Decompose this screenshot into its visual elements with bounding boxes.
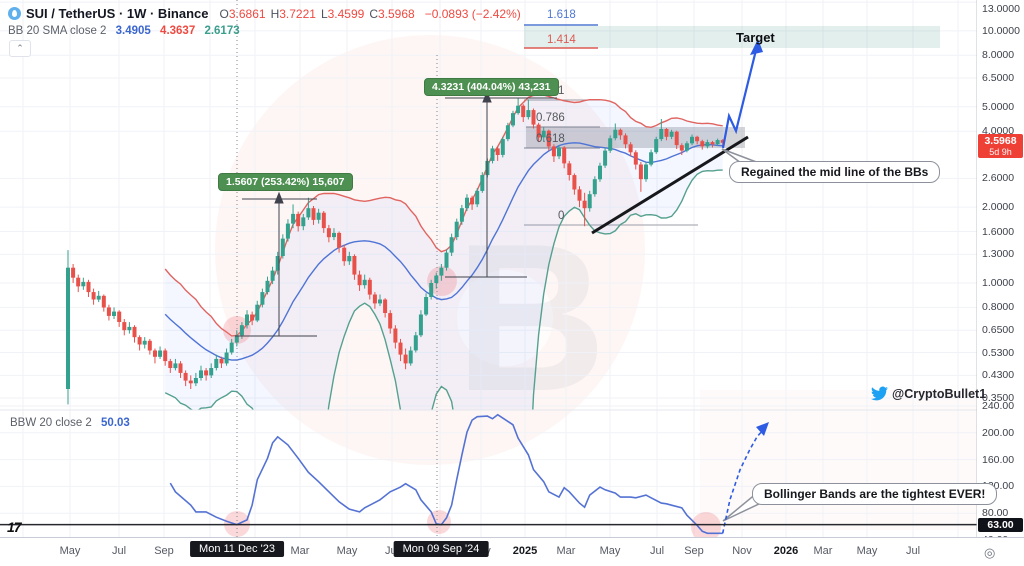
trendline[interactable] <box>591 135 749 235</box>
callout-tightest-ever[interactable]: Bollinger Bands are the tightest EVER! <box>752 483 998 505</box>
ohlc-values: O3.6861 H3.7221 L3.4599 C3.5968 <box>219 6 415 21</box>
fib-1414-label[interactable]: 1.414 <box>547 34 576 46</box>
time-tick-label: May <box>336 545 358 557</box>
sui-symbol-logo <box>8 7 21 20</box>
time-tick-label: Jul <box>111 545 127 557</box>
fib-1618-label[interactable]: 1.618 <box>547 9 576 21</box>
projection-arrow-target[interactable] <box>721 39 763 149</box>
price-tick-label: 8.0000 <box>982 49 1015 62</box>
time-axis[interactable]: MayJulSepMarMayJulNov2025MarMayJulSepNov… <box>0 537 1024 566</box>
price-tick-label: 0.8000 <box>982 301 1015 314</box>
bb-indicator-title: BB 20 SMA close 2 <box>8 25 107 37</box>
bbw-series <box>169 413 723 535</box>
fib-level-1[interactable]: 1 <box>558 85 565 97</box>
bbw-indicator-title: BBW 20 close 2 <box>10 417 92 429</box>
price-tick-label: 5.0000 <box>982 100 1015 113</box>
time-tick-label: May <box>59 545 81 557</box>
price-range-label-404[interactable]: 4.3231 (404.04%) 43,231 <box>424 78 559 96</box>
tradingview-logo[interactable]: 17 <box>7 519 22 535</box>
time-tick-label: Mar <box>813 545 833 557</box>
price-tick-label: 0.3500 <box>982 391 1015 404</box>
price-tick-label: 6.5000 <box>982 72 1015 85</box>
time-tick-label: May <box>856 545 878 557</box>
time-tick-label: Mar <box>556 545 576 557</box>
price-range-tools[interactable] <box>235 90 557 337</box>
bbw-tick-label: 80.00 <box>982 507 1009 520</box>
price-tick-label: 2.0000 <box>982 201 1015 214</box>
bb-lower-value: 2.6173 <box>204 25 240 37</box>
price-range-label-253[interactable]: 1.5607 (253.42%) 15,607 <box>218 173 353 191</box>
price-tick-label: 2.6000 <box>982 172 1015 185</box>
time-tick-label: Sep <box>684 545 704 557</box>
time-tick-label: 2025 <box>512 545 538 557</box>
grid <box>0 0 977 541</box>
price-tick-label: 1.3000 <box>982 248 1015 261</box>
watermark-letter: B <box>455 200 607 435</box>
time-tick-label: Mar <box>290 545 310 557</box>
twitter-handle: @CryptoBullet1 <box>892 386 987 401</box>
twitter-watermark: @CryptoBullet1 <box>871 386 986 401</box>
callout-regained-midline[interactable]: Regained the mid line of the BBs <box>729 161 941 183</box>
twitter-bird-icon <box>871 386 888 401</box>
last-price-value: 3.5968 <box>984 135 1017 147</box>
bar-countdown: 5d 9h <box>989 147 1012 157</box>
time-tick-label: Jul <box>649 545 665 557</box>
fib-level-0[interactable]: 0 <box>558 210 565 222</box>
bbw-tick-label: 240.00 <box>982 400 1015 412</box>
time-tick-label: Jul <box>905 545 921 557</box>
fib-level-0618[interactable]: 0.618 <box>536 133 565 145</box>
price-tick-label: 0.6500 <box>982 324 1015 337</box>
price-tick-label: 10.0000 <box>982 24 1020 37</box>
scale-settings-icon[interactable]: ◎ <box>984 545 996 560</box>
date-marker-lines <box>236 0 438 537</box>
time-tick-label: Sep <box>154 545 174 557</box>
bbw-indicator-legend[interactable]: BBW 20 close 2 50.03 <box>10 417 130 429</box>
price-tick-label: 0.5300 <box>982 346 1015 359</box>
symbol-legend[interactable]: SUI / TetherUS · 1W · Binance O3.6861 H3.… <box>8 6 521 21</box>
time-tick-label: Nov <box>732 545 752 557</box>
symbol-title: SUI / TetherUS · 1W · Binance <box>26 6 209 21</box>
price-tick-label: 1.6000 <box>982 225 1015 238</box>
bb-basis-value: 3.4905 <box>115 25 151 37</box>
time-tick-label: 2026 <box>773 545 799 557</box>
price-tick-label: 13.0000 <box>982 3 1020 15</box>
bbw-tick-label: 200.00 <box>982 426 1015 439</box>
bbw-current-value: 50.03 <box>101 417 130 429</box>
bbw-tick-label: 160.00 <box>982 453 1015 466</box>
price-scale[interactable]: 3.5968 5d 9h 63.00 13.0000 10.0000 8.0000 6… <box>977 0 1024 566</box>
bb-indicator-legend[interactable]: BB 20 SMA close 2 3.4905 4.3637 2.6173 <box>8 25 240 37</box>
fib-extension-target-zone[interactable] <box>524 24 940 49</box>
bbw-projection-arrow[interactable] <box>721 422 769 534</box>
price-tick-label: 0.4300 <box>982 369 1015 382</box>
time-tick-label: May <box>599 545 621 557</box>
legend-collapse-button[interactable]: ⌃ <box>9 40 31 57</box>
price-tick-label: 1.0000 <box>982 277 1015 289</box>
target-label[interactable]: Target <box>736 30 775 45</box>
date-marker-badge: Mon 11 Dec '23 <box>190 541 284 557</box>
date-marker-badge: Mon 09 Sep '24 <box>393 541 489 557</box>
bb-upper-value: 4.3637 <box>160 25 196 37</box>
bbw-level-badge: 63.00 <box>978 518 1023 532</box>
change-value: −0.0893 (−2.42%) <box>424 6 521 21</box>
highlight-circles <box>223 266 721 542</box>
last-price-badge: 3.5968 5d 9h <box>978 134 1023 158</box>
candlestick-series[interactable] <box>66 98 725 405</box>
fib-level-0786[interactable]: 0.786 <box>536 112 565 124</box>
